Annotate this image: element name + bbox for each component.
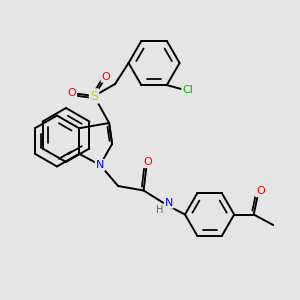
Text: H: H xyxy=(156,205,164,215)
Text: S: S xyxy=(90,89,98,103)
Text: O: O xyxy=(102,71,110,82)
Text: N: N xyxy=(96,160,104,170)
Text: Cl: Cl xyxy=(182,85,193,94)
Text: O: O xyxy=(144,157,152,167)
Text: O: O xyxy=(67,88,76,98)
Text: N: N xyxy=(165,197,173,208)
Text: O: O xyxy=(256,186,265,196)
